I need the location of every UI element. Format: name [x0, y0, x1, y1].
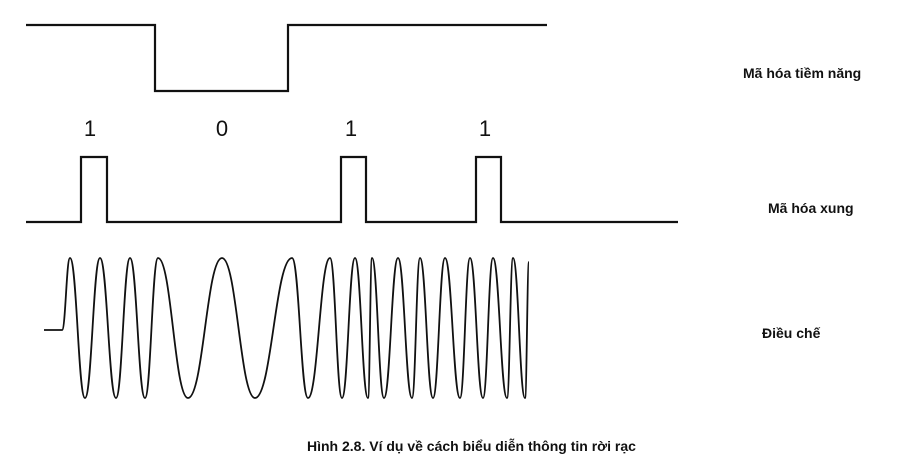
nrz-waveform: [26, 23, 547, 93]
bit-label-1: 1: [84, 116, 96, 141]
bit-label-4: 1: [479, 116, 491, 141]
pulse-label: Mã hóa xung: [768, 200, 854, 216]
bit-label-2: 0: [216, 116, 228, 141]
figure-caption: Hình 2.8. Ví dụ về cách biểu diễn thông …: [307, 438, 636, 454]
modulation-waveform: [44, 257, 530, 399]
modulation-label: Điều chế: [762, 325, 821, 341]
pulse-waveform: [26, 155, 678, 224]
bit-label-3: 1: [345, 116, 357, 141]
nrz-label: Mã hóa tiềm năng: [743, 65, 862, 81]
